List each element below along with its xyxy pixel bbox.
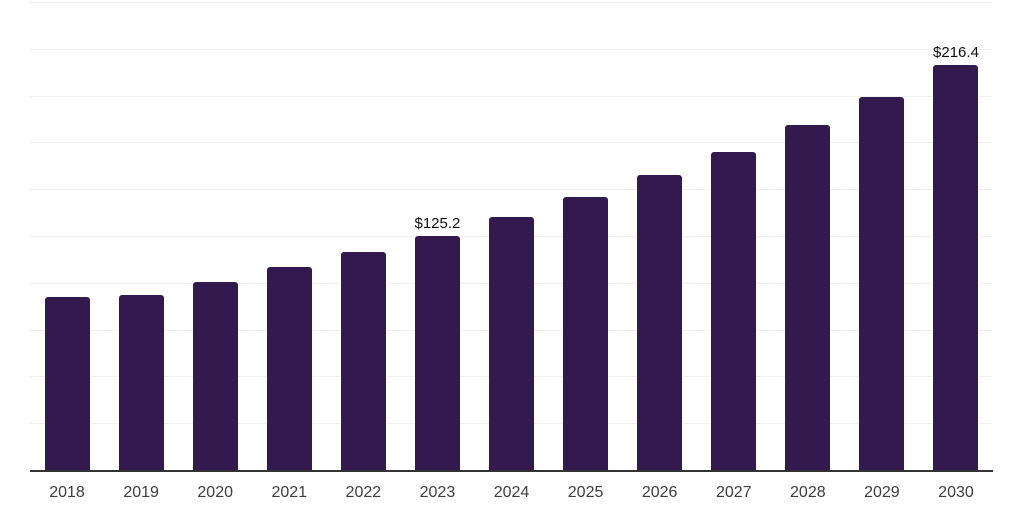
plot-area: $125.2 $216.4 [30,2,993,470]
bar-slot: $125.2 [400,2,474,470]
bar-slot [178,2,252,470]
bar-slot [549,2,623,470]
x-tick-label-2022: 2022 [345,484,382,501]
x-axis-line [30,470,993,472]
bar-series: $125.2 $216.4 [30,2,993,470]
x-axis-tick-labels: 2018 2019 2020 2021 2022 2023 2024 2025 2026 2027… [30,485,993,501]
bar-slot: $216.4 [919,2,993,470]
bar-slot [697,2,771,470]
gridline [30,48,993,50]
bar-2027 [711,152,757,470]
bar-slot [326,2,400,470]
bar-slot [845,2,919,470]
x-tick-label-2026: 2026 [641,484,678,501]
bar-value-label: $125.2 [414,214,461,232]
gridline [30,2,993,3]
x-tick-label-2029: 2029 [864,484,900,501]
bar-2022 [340,251,386,470]
bar-2020 [192,281,238,470]
bar-slot [474,2,548,470]
bar-2024 [489,217,534,470]
gridline [30,95,993,97]
bar-2018 [44,297,90,470]
bar-slot [252,2,326,470]
bar-2028 [785,125,831,470]
bar-slot [771,2,845,470]
bar-2030 [933,64,979,470]
bar-value-label: $216.4 [933,43,979,61]
x-tick-label-2030: 2030 [938,484,974,501]
x-tick-label-2027: 2027 [715,484,752,501]
bar-2019 [118,294,164,470]
bar-slot [30,2,104,470]
x-tick-label-2018: 2018 [49,484,85,501]
x-tick-label-2021: 2021 [271,484,308,501]
bar-slot [104,2,178,470]
x-tick-label-2020: 2020 [197,484,233,501]
x-tick-label-2019: 2019 [123,484,159,501]
x-tick-label-2028: 2028 [790,484,826,501]
bar-2029 [859,96,905,470]
gridline [30,189,993,191]
x-tick-label-2023: 2023 [419,484,456,501]
bar-2021 [266,267,312,470]
bar-2026 [637,174,683,470]
gridline [30,142,993,144]
bar-2025 [563,196,609,470]
bar-2023 [414,235,460,470]
x-tick-label-2025: 2025 [567,484,604,501]
x-tick-label-2024: 2024 [493,484,530,501]
bar-slot [623,2,697,470]
